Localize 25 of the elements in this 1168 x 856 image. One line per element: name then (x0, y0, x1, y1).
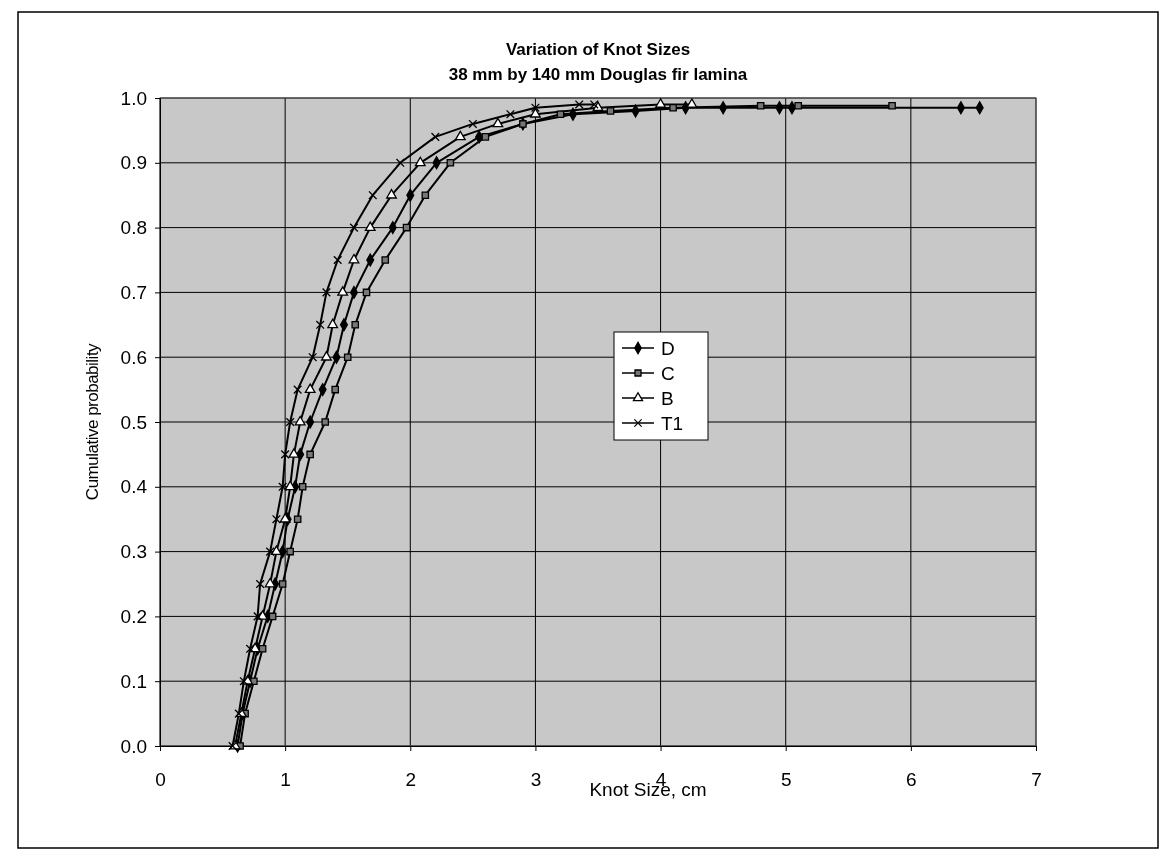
y-tick-label: 0.5 (120, 411, 147, 433)
y-tick-label: 0.4 (120, 476, 148, 498)
x-tick-label: 2 (405, 769, 417, 791)
legend-label: D (661, 338, 675, 359)
y-tick-label: 0.6 (120, 346, 147, 368)
x-tick-label: 0 (155, 769, 166, 791)
legend-label: B (661, 388, 674, 409)
x-tick-label: 1 (280, 769, 291, 791)
y-tick-label: 0.3 (120, 541, 147, 563)
y-axis-title: Cumulative probability (83, 342, 102, 501)
x-tick-label: 7 (1031, 769, 1042, 791)
x-tick-label: 3 (530, 769, 542, 791)
y-tick-label: 1.0 (120, 87, 147, 109)
legend-label: T1 (661, 413, 684, 434)
y-tick-label: 0.0 (120, 735, 147, 757)
chart-subtitle: 38 mm by 140 mm Douglas fir lamina (448, 65, 748, 84)
x-tick-label: 5 (780, 769, 792, 791)
y-tick-label: 0.2 (120, 605, 147, 627)
chart-title: Variation of Knot Sizes (505, 40, 691, 59)
legend-label: C (661, 363, 675, 384)
y-tick-label: 0.9 (120, 152, 147, 174)
y-tick-label: 0.1 (120, 670, 147, 692)
y-tick-label: 0.8 (120, 217, 147, 239)
x-tick-label: 6 (906, 769, 917, 791)
y-tick-label: 0.7 (120, 281, 147, 303)
